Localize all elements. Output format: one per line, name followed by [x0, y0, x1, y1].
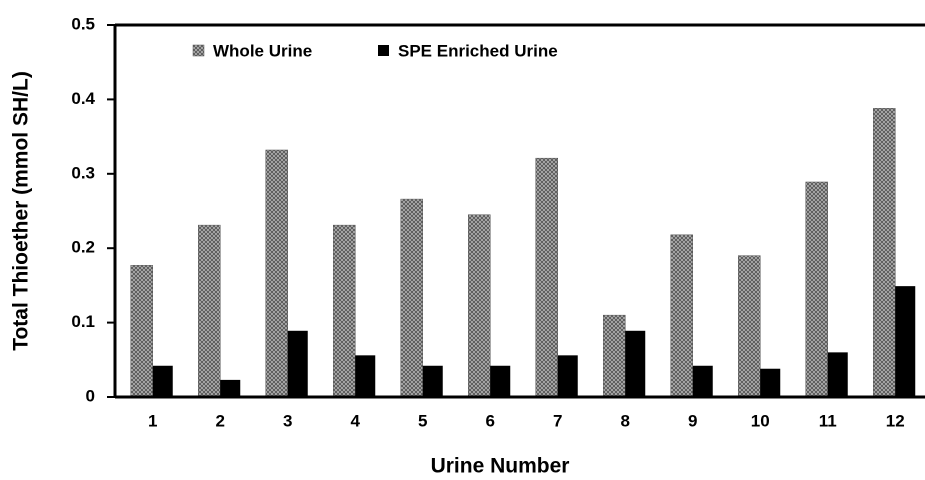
legend-label: Whole Urine: [213, 41, 312, 60]
bar: [760, 368, 781, 397]
legend-swatch: [378, 45, 389, 56]
y-tick-label: 0.2: [71, 238, 95, 257]
bar: [152, 365, 173, 397]
bar: [490, 365, 511, 397]
bar: [265, 149, 288, 398]
x-tick-label: 7: [553, 411, 562, 430]
bar: [400, 198, 423, 398]
bar: [355, 355, 376, 397]
bar: [625, 330, 646, 397]
bar: [468, 214, 491, 398]
bar: [535, 157, 558, 398]
y-tick-label: 0.3: [71, 163, 95, 182]
x-tick-label: 6: [486, 411, 495, 430]
bar: [895, 286, 916, 397]
y-axis-title: Total Thioether (mmol SH/L): [10, 71, 33, 351]
x-tick-label: 11: [819, 411, 837, 430]
bar: [873, 108, 896, 398]
legend-label: SPE Enriched Urine: [398, 41, 558, 60]
bar: [827, 352, 848, 397]
bar: [130, 265, 153, 398]
y-tick-label: 0.4: [71, 89, 95, 108]
bar: [557, 355, 578, 397]
bar: [333, 224, 356, 398]
bar: [422, 365, 443, 397]
x-tick-label: 4: [351, 411, 361, 430]
y-tick-label: 0: [86, 386, 95, 405]
x-tick-label: 1: [148, 411, 157, 430]
bar: [198, 224, 221, 398]
x-tick-label: 8: [621, 411, 630, 430]
x-tick-label: 5: [418, 411, 427, 430]
y-tick-label: 0.1: [71, 312, 95, 331]
x-tick-label: 9: [688, 411, 697, 430]
bar: [220, 379, 241, 397]
bar: [287, 330, 308, 397]
bar: [805, 181, 828, 398]
bar: [670, 234, 693, 398]
x-tick-label: 2: [216, 411, 225, 430]
x-tick-label: 3: [283, 411, 292, 430]
x-tick-label: 10: [751, 411, 770, 430]
x-tick-label: 12: [886, 411, 905, 430]
legend-swatch: [192, 44, 205, 57]
bar: [738, 255, 761, 398]
y-tick-label: 0.5: [71, 14, 95, 33]
x-axis-title: Urine Number: [431, 455, 570, 478]
bar: [692, 365, 713, 397]
bar: [603, 314, 626, 398]
